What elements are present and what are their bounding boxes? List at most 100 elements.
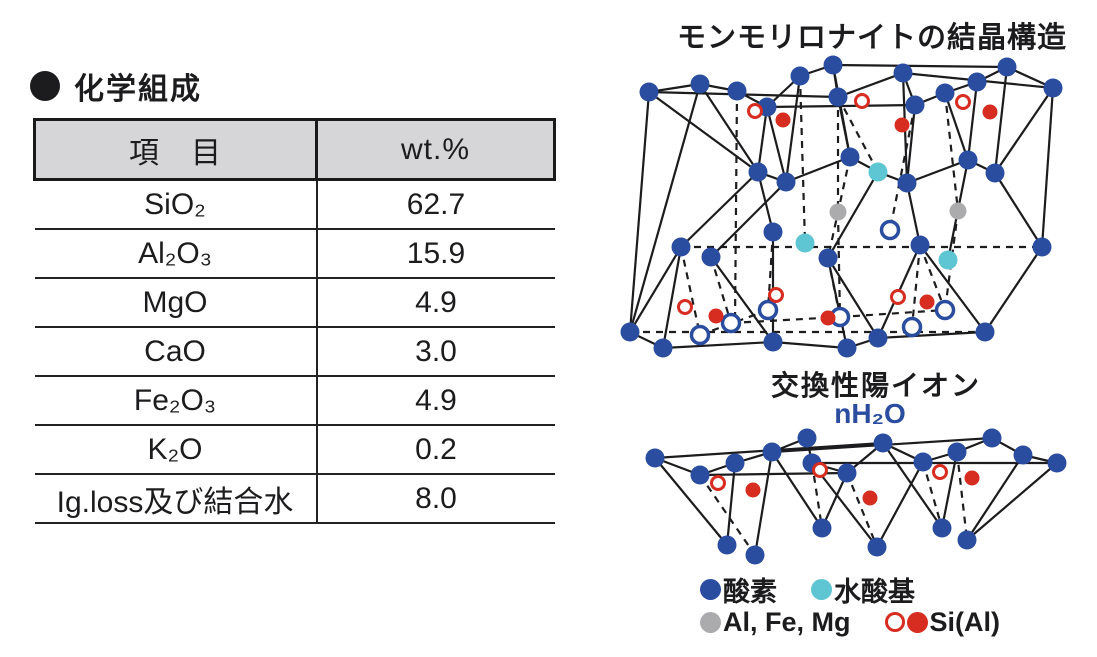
- table-header-row: 項 目 wt.%: [33, 118, 556, 181]
- oxygen-atom: [867, 537, 887, 557]
- bond-line: [710, 181, 787, 258]
- bond-line: [629, 246, 682, 333]
- hidden-bond-line: [955, 451, 969, 541]
- oxygen-atom: [837, 338, 857, 358]
- bond-line: [919, 244, 986, 333]
- hidden-bond-line: [699, 474, 756, 556]
- legend-item: 酸素: [700, 570, 777, 609]
- bond-line: [832, 63, 1008, 69]
- bond-line: [984, 246, 1043, 333]
- bond-line: [877, 330, 986, 340]
- bond-line: [905, 104, 917, 184]
- hydroxyl-swatch-icon: [811, 578, 832, 600]
- table-row: CaO 3.0: [34, 327, 555, 377]
- bond-line: [905, 182, 922, 246]
- legend-label: 酸素: [723, 576, 777, 607]
- oxygen-atom: [763, 332, 783, 352]
- header-wt-percent: wt.%: [315, 118, 556, 181]
- oxygen-atom: [1032, 237, 1052, 257]
- bond-line: [725, 462, 737, 546]
- oxygen-open-atom: [934, 299, 956, 321]
- silicon-open-atom: [812, 462, 828, 478]
- hidden-bond-line: [921, 461, 944, 529]
- silicon-open-atom: [890, 289, 906, 305]
- metal-swatch-icon: [700, 611, 721, 633]
- bond-line: [699, 83, 759, 173]
- silicon-atom: [745, 482, 761, 498]
- hidden-bond-line: [730, 315, 841, 325]
- bond-line: [966, 81, 979, 161]
- table-row: Ig.loss及び結合水 8.0: [34, 474, 555, 524]
- bond-line: [993, 66, 1009, 174]
- hidden-bond-line: [910, 244, 922, 328]
- oxygen-atom: [982, 428, 1002, 448]
- silicon-atom: [964, 470, 980, 486]
- legend-label: Si(Al): [929, 606, 1001, 637]
- bond-line: [827, 171, 879, 259]
- hidden-bond-line: [826, 257, 842, 318]
- exchangeable-cation-label: 交換性陽イオン: [770, 370, 981, 401]
- table-row: Fe₂O₃ 4.9: [34, 376, 555, 426]
- silicon-swatch-icon: [884, 612, 905, 632]
- oxygen-atom: [873, 433, 893, 453]
- hydroxyl-atom: [868, 162, 888, 182]
- hydroxyl-atom: [938, 250, 958, 270]
- oxygen-atom: [645, 448, 665, 468]
- oxygen-atom: [653, 338, 673, 358]
- legend-item: Si(Al): [884, 606, 1001, 638]
- nh2o-label: nH₂O: [834, 398, 906, 429]
- legend-row: 酸素 水酸基: [700, 574, 1000, 607]
- silicon-open-atom: [747, 103, 763, 119]
- oxygen-atom: [717, 535, 737, 555]
- bond-line: [753, 451, 774, 556]
- table-row: Al₂O₃ 15.9: [34, 229, 555, 279]
- bond-line: [876, 461, 924, 548]
- silicon-atom: [894, 117, 910, 133]
- oxygen-open-atom: [689, 324, 711, 346]
- bond-line: [628, 83, 702, 333]
- bond-line: [765, 106, 788, 183]
- oxygen-atom: [957, 530, 977, 550]
- oxygen-atom: [967, 72, 987, 92]
- legend-label: Al, Fe, Mg: [723, 606, 851, 637]
- header-item: 項 目: [33, 118, 318, 181]
- legend-row: Al, Fe, Mg Si(Al): [700, 607, 1000, 637]
- oxygen-atom: [975, 322, 995, 342]
- silicon-swatch-icon: [906, 611, 928, 633]
- oxygen-open-atom: [901, 316, 923, 338]
- oxygen-atom: [620, 322, 640, 342]
- bond-line: [966, 462, 1058, 541]
- oxygen-atom: [893, 63, 913, 83]
- legend: 酸素 水酸基 Al, Fe, Mg Si(Al): [700, 574, 1000, 637]
- bond-line: [940, 451, 959, 529]
- oxygen-atom: [639, 82, 659, 102]
- silicon-atom: [919, 294, 935, 310]
- bond-line: [943, 92, 970, 161]
- oxygen-atom: [958, 150, 978, 170]
- wt-percent-cell: 4.9: [316, 278, 555, 328]
- item-cell: MgO: [34, 278, 318, 328]
- bullet-circle-icon: [30, 71, 60, 101]
- hidden-bond-line: [709, 256, 733, 324]
- oxygen-atom: [818, 248, 838, 268]
- oxygen-atom: [828, 87, 848, 107]
- silicon-open-atom: [768, 287, 784, 303]
- silicon-open-atom: [955, 94, 971, 110]
- metal-atom: [949, 202, 967, 220]
- silicon-atom: [708, 308, 724, 324]
- item-cell: K₂O: [34, 425, 318, 475]
- wt-percent-cell: 3.0: [316, 327, 555, 377]
- bond-line: [820, 472, 849, 529]
- wt-percent-cell: 15.9: [316, 229, 555, 279]
- bond-line: [966, 454, 1024, 541]
- oxygen-atom: [1047, 453, 1067, 473]
- oxygen-atom: [905, 95, 925, 115]
- diagram-title: モンモリロナイトの結晶構造: [676, 22, 1067, 54]
- bond-line: [680, 171, 759, 248]
- oxygen-atom: [1043, 78, 1063, 98]
- legend-item: Al, Fe, Mg: [700, 607, 851, 638]
- bond-line: [906, 158, 969, 185]
- hidden-bond-line: [839, 308, 946, 319]
- metal-atom: [829, 203, 847, 221]
- bond-line: [994, 87, 1054, 174]
